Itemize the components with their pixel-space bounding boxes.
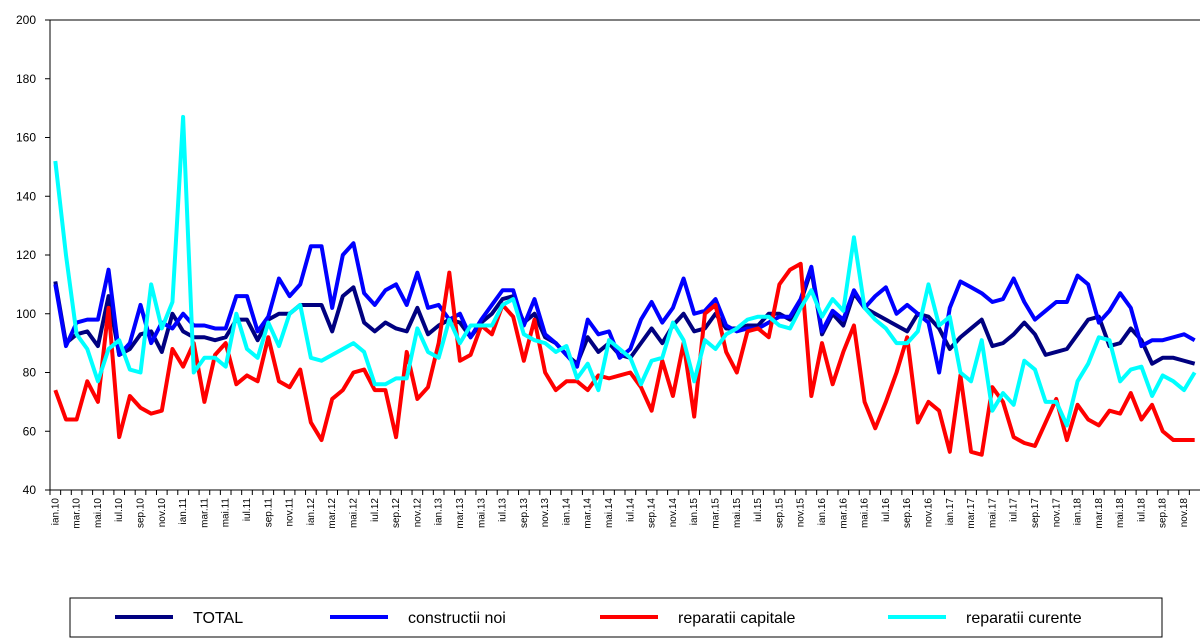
x-tick-label: iul.10 [114, 498, 125, 522]
x-tick-label: nov.11 [285, 498, 296, 527]
x-tick-label: ian.12 [306, 498, 317, 526]
legend-label: reparatii capitale [678, 610, 796, 627]
x-tick-label: mar.16 [838, 498, 849, 529]
x-tick-label: sep.12 [391, 498, 402, 528]
x-tick-label: nov.17 [1051, 498, 1062, 528]
x-tick-label: nov.16 [923, 498, 934, 528]
y-tick-label: 100 [16, 307, 36, 321]
x-tick-label: iul.11 [242, 498, 253, 522]
x-tick-label: iul.12 [370, 498, 381, 522]
x-tick-label: mai.11 [221, 498, 232, 528]
x-tick-label: mar.13 [455, 498, 466, 529]
y-tick-label: 160 [16, 131, 36, 145]
series-line [53, 261, 1195, 457]
x-tick-label: ian.11 [178, 498, 189, 525]
x-tick-label: mar.17 [966, 498, 977, 529]
x-tick-label: sep.15 [774, 498, 785, 528]
x-tick-label: ian.10 [50, 498, 61, 526]
x-tick-label: ian.16 [817, 498, 828, 526]
x-tick-label: sep.16 [902, 498, 913, 528]
x-tick-label: sep.14 [647, 498, 658, 528]
y-tick-label: 80 [23, 366, 37, 380]
x-tick-label: iul.15 [753, 498, 764, 522]
x-tick-label: mar.12 [327, 498, 338, 529]
x-tick-label: nov.13 [540, 498, 551, 528]
x-tick-label: mai.14 [604, 498, 615, 528]
x-tick-label: ian.14 [561, 498, 572, 526]
x-tick-label: mar.10 [72, 498, 83, 529]
x-tick-label: ian.17 [945, 498, 956, 526]
y-tick-label: 40 [23, 483, 37, 497]
y-tick-label: 140 [16, 189, 36, 203]
y-tick-label: 120 [16, 248, 36, 262]
x-tick-label: ian.18 [1073, 498, 1084, 526]
x-tick-label: ian.13 [434, 498, 445, 526]
y-tick-label: 60 [23, 424, 37, 438]
x-tick-label: nov.12 [412, 498, 423, 528]
legend-label: constructii noi [408, 610, 506, 627]
legend-label: reparatii curente [966, 610, 1082, 627]
x-tick-label: mar.18 [1094, 498, 1105, 529]
x-tick-label: iul.13 [498, 498, 509, 522]
x-tick-label: mai.15 [732, 498, 743, 528]
x-tick-label: iul.14 [625, 498, 636, 522]
x-tick-label: sep.18 [1158, 498, 1169, 528]
x-tick-label: mai.17 [987, 498, 998, 528]
x-tick-label: iul.18 [1136, 498, 1147, 522]
x-tick-label: nov.15 [796, 498, 807, 528]
x-tick-label: iul.16 [881, 498, 892, 522]
x-tick-label: mar.11 [199, 498, 210, 528]
x-tick-label: sep.17 [1030, 498, 1041, 528]
x-tick-label: mai.18 [1115, 498, 1126, 528]
series-line [53, 114, 1197, 428]
x-tick-label: sep.10 [136, 498, 147, 528]
x-tick-label: nov.10 [157, 498, 168, 528]
series-line [53, 267, 1196, 366]
x-tick-label: iul.17 [1009, 498, 1020, 522]
x-tick-label: mar.14 [583, 498, 594, 529]
x-tick-label: sep.11 [263, 498, 274, 528]
x-tick-label: mai.10 [93, 498, 104, 528]
x-tick-label: mai.12 [348, 498, 359, 528]
x-tick-label: nov.18 [1179, 498, 1190, 528]
x-tick-label: sep.13 [519, 498, 530, 528]
x-tick-label: ian.15 [689, 498, 700, 526]
legend-label: TOTAL [193, 610, 243, 627]
y-tick-label: 200 [16, 13, 36, 27]
x-tick-label: mar.15 [711, 498, 722, 529]
x-tick-label: mai.16 [860, 498, 871, 528]
x-tick-label: nov.14 [668, 498, 679, 528]
y-tick-label: 180 [16, 72, 36, 86]
x-tick-label: mai.13 [476, 498, 487, 528]
